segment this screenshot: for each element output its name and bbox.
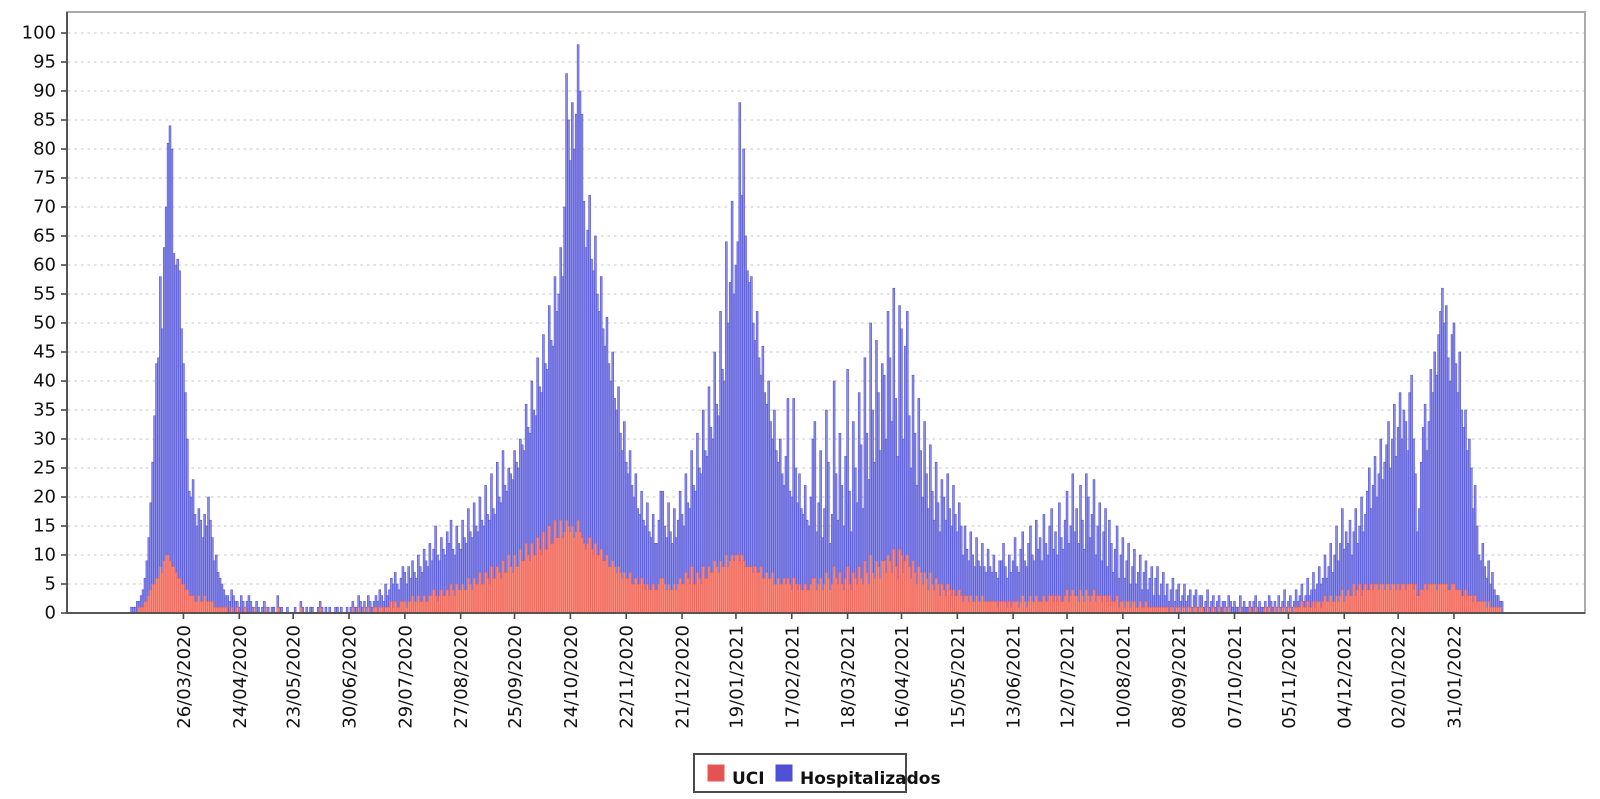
x-tick-label: 13/06/2021 bbox=[1004, 625, 1025, 729]
x-tick-label: 25/09/2020 bbox=[505, 625, 526, 729]
y-tick-label: 25 bbox=[33, 458, 56, 479]
x-tick-label: 07/10/2021 bbox=[1225, 625, 1246, 729]
legend-box bbox=[693, 753, 907, 793]
x-tick-label: 05/11/2021 bbox=[1279, 625, 1300, 729]
y-tick-label: 65 bbox=[33, 226, 56, 247]
y-tick-label: 85 bbox=[33, 110, 56, 131]
y-tick-label: 5 bbox=[45, 574, 56, 595]
y-tick-label: 30 bbox=[33, 429, 56, 450]
plot-area: 0 5 10 15 20 25 30 35 40 45 50 55 60 65 70 75 80 85 90 95 10… bbox=[22, 11, 1586, 729]
y-tick-label: 60 bbox=[33, 255, 56, 276]
legend-swatch-hospitalizados bbox=[775, 764, 793, 782]
x-tick-label: 19/01/2021 bbox=[726, 625, 747, 729]
x-tick-label: 17/02/2021 bbox=[782, 625, 803, 729]
legend-label-uci: UCI bbox=[732, 769, 765, 789]
x-tick-label: 04/12/2021 bbox=[1335, 625, 1356, 729]
legend-label-hospitalizados: Hospitalizados bbox=[800, 769, 941, 789]
y-tick-label: 95 bbox=[33, 52, 56, 73]
y-tick-label: 0 bbox=[45, 603, 56, 624]
x-tick-label: 27/08/2020 bbox=[451, 625, 472, 729]
y-tick-label: 80 bbox=[33, 139, 56, 160]
x-tick-label: 12/07/2021 bbox=[1058, 625, 1079, 729]
y-tick-label: 15 bbox=[33, 516, 56, 537]
x-tick-label: 10/08/2021 bbox=[1113, 625, 1134, 729]
x-tick-label: 22/11/2020 bbox=[617, 625, 638, 729]
x-tick-label: 29/07/2020 bbox=[395, 625, 416, 729]
x-tick-label: 24/04/2020 bbox=[230, 625, 251, 729]
x-tick-label: 08/09/2021 bbox=[1169, 625, 1190, 729]
x-tick-label: 02/01/2022 bbox=[1389, 625, 1410, 729]
y-tick-label: 75 bbox=[33, 168, 56, 189]
x-axis-labels: 26/03/2020 24/04/2020 23/05/2020 30/06/2020… bbox=[174, 613, 1466, 729]
x-tick-label: 15/05/2021 bbox=[948, 625, 969, 729]
x-tick-label: 16/04/2021 bbox=[892, 625, 913, 729]
legend-swatch-uci bbox=[707, 764, 725, 782]
y-axis-labels: 0 5 10 15 20 25 30 35 40 45 50 55 60 65 70 75 80 85 90 95 10… bbox=[22, 23, 67, 624]
x-tick-label: 23/05/2020 bbox=[284, 625, 305, 729]
y-tick-label: 55 bbox=[33, 284, 56, 305]
x-tick-label: 24/10/2020 bbox=[561, 625, 582, 729]
y-tick-label: 10 bbox=[33, 545, 56, 566]
axes bbox=[66, 12, 1585, 614]
x-tick-label: 21/12/2020 bbox=[673, 625, 694, 729]
x-tick-label: 30/06/2020 bbox=[340, 625, 361, 729]
x-tick-label: 26/03/2020 bbox=[174, 625, 195, 729]
y-tick-label: 50 bbox=[33, 313, 56, 334]
x-tick-label: 18/03/2021 bbox=[838, 625, 859, 729]
y-tick-label: 45 bbox=[33, 342, 56, 363]
bars-hospitalizados bbox=[130, 44, 1504, 614]
y-tick-label: 70 bbox=[33, 197, 56, 218]
x-tick-label: 31/01/2022 bbox=[1445, 625, 1466, 729]
y-tick-label: 20 bbox=[33, 487, 56, 508]
chart-legend: UCI Hospitalizados bbox=[693, 753, 941, 793]
y-tick-label: 35 bbox=[33, 400, 56, 421]
y-tick-label: 40 bbox=[33, 371, 56, 392]
y-tick-label: 100 bbox=[22, 23, 56, 44]
y-tick-label: 90 bbox=[33, 81, 56, 102]
